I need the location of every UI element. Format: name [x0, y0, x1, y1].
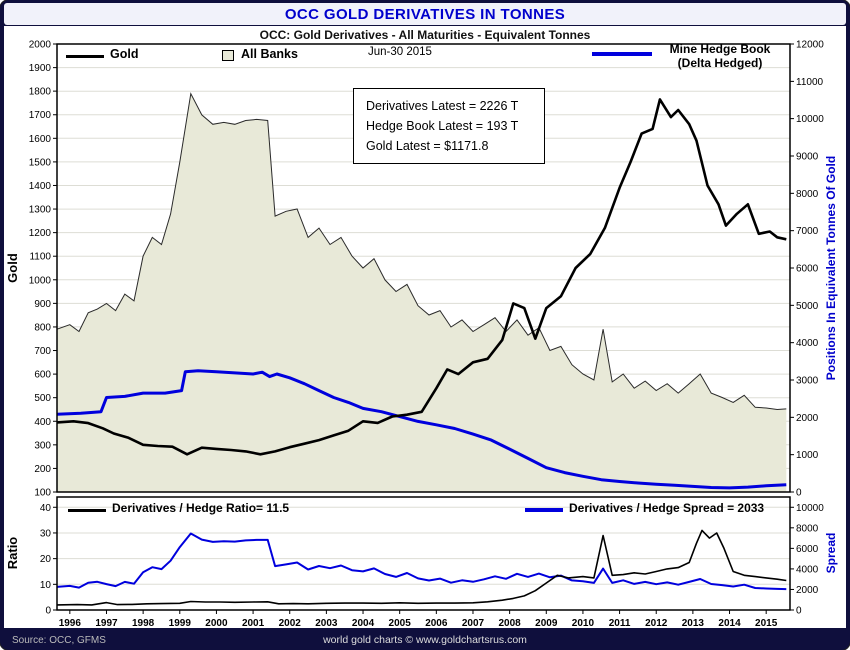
svg-text:2001: 2001	[242, 618, 265, 629]
svg-text:1500: 1500	[29, 157, 52, 168]
svg-text:40: 40	[40, 503, 52, 514]
legend-all-banks-label: All Banks	[241, 47, 298, 61]
svg-text:100: 100	[34, 488, 51, 499]
svg-text:8000: 8000	[796, 189, 819, 200]
svg-text:1100: 1100	[29, 252, 51, 263]
svg-text:2002: 2002	[279, 618, 302, 629]
svg-text:700: 700	[34, 346, 51, 357]
svg-text:1700: 1700	[29, 110, 52, 121]
svg-text:2008: 2008	[499, 618, 522, 629]
svg-text:2009: 2009	[535, 618, 558, 629]
spread-line-swatch	[525, 508, 563, 512]
svg-text:10000: 10000	[796, 114, 824, 125]
footer-watermark: world gold charts © www.goldchartsrus.co…	[323, 634, 527, 646]
chart-date-label: Jun-30 2015	[368, 46, 432, 58]
svg-text:12000: 12000	[796, 40, 824, 51]
svg-text:0: 0	[796, 488, 802, 499]
legend-spread-label: Derivatives / Hedge Spread = 2033	[569, 501, 765, 515]
legend-hedge-line1: Mine Hedge Book	[669, 42, 771, 56]
svg-text:1999: 1999	[169, 618, 192, 629]
latest-values-box: Derivatives Latest = 2226 T Hedge Book L…	[353, 88, 545, 164]
svg-text:6000: 6000	[796, 544, 819, 555]
svg-text:600: 600	[34, 370, 51, 381]
svg-text:1900: 1900	[29, 63, 52, 74]
svg-text:1300: 1300	[29, 205, 52, 216]
svg-text:1998: 1998	[132, 618, 155, 629]
ratio-line-swatch	[68, 509, 106, 512]
svg-text:800: 800	[34, 322, 51, 333]
svg-text:4000: 4000	[796, 338, 819, 349]
svg-text:2003: 2003	[315, 618, 338, 629]
footer-source: Source: OCC, GFMS	[12, 635, 106, 646]
svg-text:2013: 2013	[682, 618, 705, 629]
svg-text:2010: 2010	[572, 618, 595, 629]
svg-text:900: 900	[34, 299, 51, 310]
legend-hedge-label: Mine Hedge Book (Delta Hedged)	[655, 42, 785, 70]
right-axis-title: Positions In Equivalent Tonnes Of Gold	[824, 155, 838, 381]
svg-text:2004: 2004	[352, 618, 375, 629]
svg-text:0: 0	[45, 606, 51, 617]
svg-text:2007: 2007	[462, 618, 485, 629]
svg-text:1000: 1000	[796, 450, 819, 461]
svg-text:2011: 2011	[609, 618, 631, 629]
svg-text:11000: 11000	[796, 77, 824, 88]
derivatives-latest: Derivatives Latest = 2226 T	[366, 99, 519, 113]
svg-text:2000: 2000	[29, 40, 52, 51]
legend-gold-label: Gold	[110, 47, 139, 61]
svg-text:200: 200	[34, 464, 51, 475]
spread-axis-title: Spread	[824, 532, 838, 574]
title-bar: OCC GOLD DERIVATIVES IN TONNES	[4, 3, 846, 25]
svg-text:30: 30	[40, 528, 52, 539]
svg-text:2012: 2012	[645, 618, 668, 629]
ratio-axis-title: Ratio	[5, 536, 20, 570]
svg-text:2000: 2000	[796, 585, 819, 596]
svg-text:7000: 7000	[796, 226, 819, 237]
svg-text:1400: 1400	[29, 181, 52, 192]
svg-text:1600: 1600	[29, 134, 52, 145]
hedge-line-swatch	[592, 52, 652, 56]
svg-text:10000: 10000	[796, 503, 824, 514]
legend-hedge-line2: (Delta Hedged)	[677, 56, 763, 70]
svg-text:9000: 9000	[796, 152, 819, 163]
svg-text:1000: 1000	[29, 275, 52, 286]
svg-text:10: 10	[40, 580, 52, 591]
svg-text:2005: 2005	[389, 618, 412, 629]
all-banks-swatch	[222, 50, 234, 61]
svg-text:1996: 1996	[59, 618, 82, 629]
svg-text:1200: 1200	[29, 228, 52, 239]
svg-text:500: 500	[34, 393, 51, 404]
legend-ratio-label: Derivatives / Hedge Ratio= 11.5	[112, 501, 290, 515]
page-title: OCC GOLD DERIVATIVES IN TONNES	[284, 5, 566, 23]
left-axis-title: Gold	[5, 253, 20, 283]
svg-text:4000: 4000	[796, 564, 819, 575]
svg-text:8000: 8000	[796, 523, 819, 534]
svg-text:2000: 2000	[205, 618, 228, 629]
svg-text:20: 20	[40, 554, 52, 565]
svg-text:1800: 1800	[29, 87, 52, 98]
svg-text:0: 0	[796, 606, 802, 617]
svg-text:1997: 1997	[95, 618, 118, 629]
svg-text:400: 400	[34, 417, 51, 428]
svg-text:2014: 2014	[718, 618, 741, 629]
svg-text:6000: 6000	[796, 264, 819, 275]
svg-text:2006: 2006	[425, 618, 448, 629]
svg-text:3000: 3000	[796, 376, 819, 387]
hedge-book-latest: Hedge Book Latest = 193 T	[366, 119, 519, 133]
chart-subtitle: OCC: Gold Derivatives - All Maturities -…	[259, 28, 591, 42]
svg-text:300: 300	[34, 440, 51, 451]
gold-latest: Gold Latest = $1171.8	[366, 139, 489, 153]
svg-text:2000: 2000	[796, 413, 819, 424]
gold-line-swatch	[66, 55, 104, 58]
svg-text:2015: 2015	[755, 618, 778, 629]
svg-text:5000: 5000	[796, 301, 819, 312]
